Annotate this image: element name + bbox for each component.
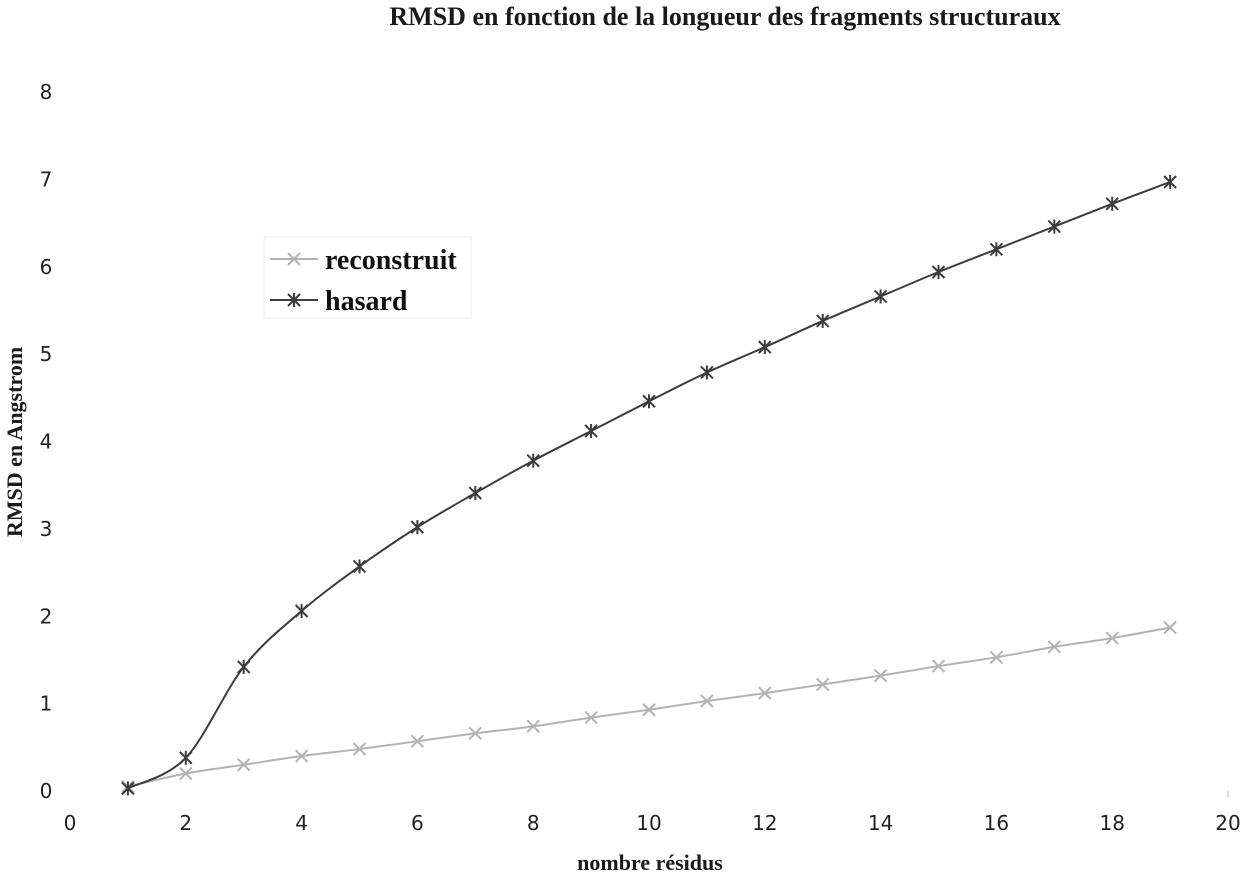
chart-title: RMSD en fonction de la longueur des frag… bbox=[389, 2, 1060, 31]
data-point bbox=[700, 365, 714, 380]
data-point bbox=[989, 242, 1004, 257]
y-axis-label: RMSD en Angstrom bbox=[2, 347, 27, 537]
data-point bbox=[758, 340, 772, 355]
x-tick-label: 20 bbox=[1215, 811, 1240, 835]
y-tick-label: 4 bbox=[40, 430, 53, 454]
y-axis-ticks: 0 1 2 3 4 5 6 7 8 bbox=[40, 80, 53, 803]
data-point bbox=[287, 252, 301, 266]
series-reconstruit bbox=[121, 620, 1177, 794]
data-point bbox=[236, 758, 251, 772]
x-tick-label: 8 bbox=[527, 811, 540, 835]
data-point bbox=[468, 726, 483, 741]
data-point bbox=[294, 749, 309, 763]
data-point bbox=[1105, 196, 1119, 211]
data-point bbox=[526, 719, 540, 734]
data-point bbox=[873, 289, 888, 304]
data-point bbox=[236, 659, 251, 674]
data-point bbox=[989, 650, 1004, 665]
data-point bbox=[931, 264, 946, 279]
data-point bbox=[526, 453, 540, 468]
data-point bbox=[352, 559, 367, 574]
data-point bbox=[179, 750, 193, 765]
legend-label: reconstruit bbox=[325, 245, 457, 276]
y-tick-label: 7 bbox=[40, 167, 53, 191]
y-tick-label: 0 bbox=[40, 779, 53, 803]
x-tick-label: 2 bbox=[179, 811, 192, 835]
data-point bbox=[468, 486, 483, 501]
data-point bbox=[410, 734, 425, 748]
data-point bbox=[700, 694, 714, 708]
x-tick-label: 14 bbox=[868, 811, 893, 835]
y-tick-label: 1 bbox=[40, 692, 53, 716]
legend: reconstruit hasard bbox=[263, 236, 472, 319]
x-axis-label: nombre résidus bbox=[577, 850, 723, 875]
data-point bbox=[642, 394, 656, 409]
y-tick-label: 6 bbox=[40, 255, 53, 279]
data-point bbox=[1163, 620, 1177, 635]
legend-entry: hasard bbox=[270, 286, 408, 317]
data-point bbox=[1047, 640, 1062, 654]
y-tick-label: 2 bbox=[40, 604, 53, 628]
data-point bbox=[179, 766, 193, 781]
series-line bbox=[127, 181, 1171, 790]
legend-entry: reconstruit bbox=[270, 245, 457, 276]
data-point bbox=[294, 604, 309, 619]
x-tick-label: 16 bbox=[984, 811, 1009, 835]
data-point bbox=[642, 703, 656, 717]
data-point bbox=[815, 313, 830, 328]
y-tick-label: 5 bbox=[40, 342, 53, 366]
legend-label: hasard bbox=[325, 286, 408, 317]
series-layer bbox=[121, 174, 1177, 796]
data-point bbox=[1163, 174, 1177, 189]
x-axis-ticks: 0 2 4 6 8 10 12 14 16 18 20 bbox=[64, 811, 1241, 835]
data-point bbox=[873, 668, 888, 683]
data-point bbox=[815, 677, 830, 692]
data-point bbox=[584, 424, 598, 439]
y-tick-label: 8 bbox=[40, 80, 53, 104]
data-point bbox=[410, 520, 425, 535]
data-point bbox=[287, 293, 301, 307]
data-point bbox=[584, 710, 598, 725]
series-hasard bbox=[121, 174, 1177, 796]
data-point bbox=[931, 659, 946, 673]
x-tick-label: 18 bbox=[1099, 811, 1124, 835]
y-tick-label: 3 bbox=[40, 517, 53, 541]
data-point bbox=[758, 686, 772, 700]
data-point bbox=[352, 742, 367, 756]
x-tick-label: 10 bbox=[636, 811, 661, 835]
series-line bbox=[127, 626, 1171, 788]
x-tick-label: 4 bbox=[295, 811, 308, 835]
x-tick-label: 12 bbox=[752, 811, 777, 835]
data-point bbox=[1105, 631, 1119, 645]
x-tick-label: 0 bbox=[64, 811, 77, 835]
x-tick-label: 6 bbox=[411, 811, 424, 835]
data-point bbox=[121, 781, 135, 796]
data-point bbox=[1047, 219, 1062, 234]
